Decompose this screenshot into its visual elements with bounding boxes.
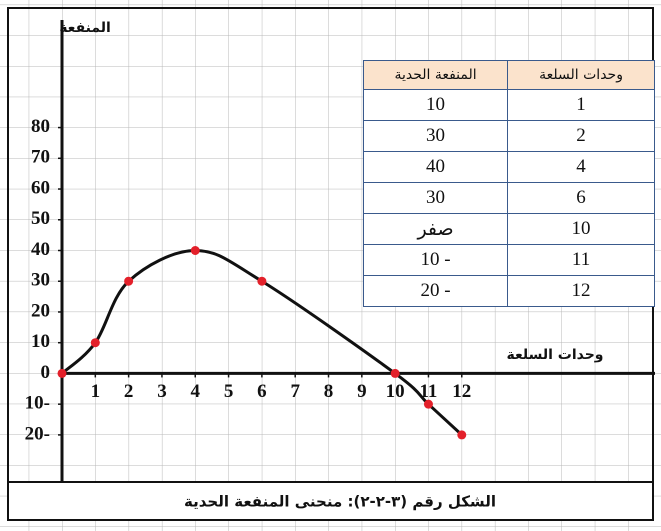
table-cell: 10	[507, 213, 655, 245]
point	[124, 276, 134, 286]
y-tick-label: 20	[31, 300, 50, 321]
x-tick-label: 10	[386, 381, 405, 402]
table-row: 12 20 -	[362, 275, 655, 307]
table-cell: 10	[362, 89, 509, 121]
table-cell: 11	[507, 244, 655, 276]
point	[423, 399, 433, 409]
table-row: 11 10 -	[362, 244, 655, 276]
table-header-row: وحدات السلعة المنفعة الحدية	[362, 60, 655, 90]
curve	[60, 248, 463, 437]
data-table: وحدات السلعة المنفعة الحدية 1 10 2 30 4 40 6 30 10…	[362, 60, 655, 307]
caption: الشكل رقم (٣-٢-٢): منحنى المنفعة الحدية	[184, 493, 496, 511]
point	[457, 430, 467, 440]
table-cell: 20 -	[362, 275, 509, 307]
x-tick-label: 3	[157, 381, 167, 402]
x-tick-label: 5	[224, 381, 234, 402]
table-cell: 4	[507, 151, 655, 183]
y-tick-label: 10	[31, 331, 50, 352]
table-row: 4 40	[362, 151, 655, 183]
caption-bg	[9, 483, 652, 519]
table-cell: 6	[507, 182, 655, 214]
y-tick-label: 70	[31, 147, 50, 168]
table-cell: 10 -	[362, 244, 509, 276]
y-tick-label: 80	[31, 116, 50, 137]
y-tick-label: 20-	[25, 423, 50, 444]
y-tick-label: 50	[31, 208, 50, 229]
x-tick-label: 11	[419, 381, 437, 402]
table-row: 1 10	[362, 89, 655, 121]
x-tick-label: 4	[191, 381, 201, 402]
table-cell: صفر	[362, 213, 509, 245]
x-tick-label: 2	[124, 381, 134, 402]
y-tick-label: 40	[31, 239, 50, 260]
x-axis-label: وحدات السلعة	[506, 347, 603, 363]
x-tick-label: 8	[324, 381, 334, 402]
table-header-cell: المنفعة الحدية	[362, 60, 509, 90]
x-tick-label: 6	[257, 381, 267, 402]
point	[257, 276, 267, 286]
point	[57, 368, 67, 378]
table-header-cell: وحدات السلعة	[507, 60, 655, 90]
table-cell: 30	[362, 120, 509, 152]
table-row: 6 30	[362, 182, 655, 214]
point	[390, 368, 400, 378]
x-tick-label: 1	[91, 381, 101, 402]
table-row: 10 صفر	[362, 213, 655, 245]
y-tick-label: 60	[31, 177, 50, 198]
point	[190, 246, 200, 255]
table-cell: 2	[507, 120, 655, 152]
table-cell: 30	[362, 182, 509, 214]
table-row: 2 30	[362, 120, 655, 152]
y-tick-label: 0	[41, 362, 51, 383]
table-cell: 40	[362, 151, 509, 183]
y-tick-label: 30	[31, 270, 50, 291]
table-cell: 1	[507, 89, 655, 121]
x-tick-label: 7	[290, 381, 300, 402]
point	[90, 338, 100, 348]
x-tick-label: 9	[357, 381, 367, 402]
x-tick-label: 12	[452, 381, 471, 402]
y-axis-label: المنفعة	[59, 20, 111, 36]
table-cell: 12	[507, 275, 655, 307]
y-tick-label: 10-	[25, 393, 50, 414]
